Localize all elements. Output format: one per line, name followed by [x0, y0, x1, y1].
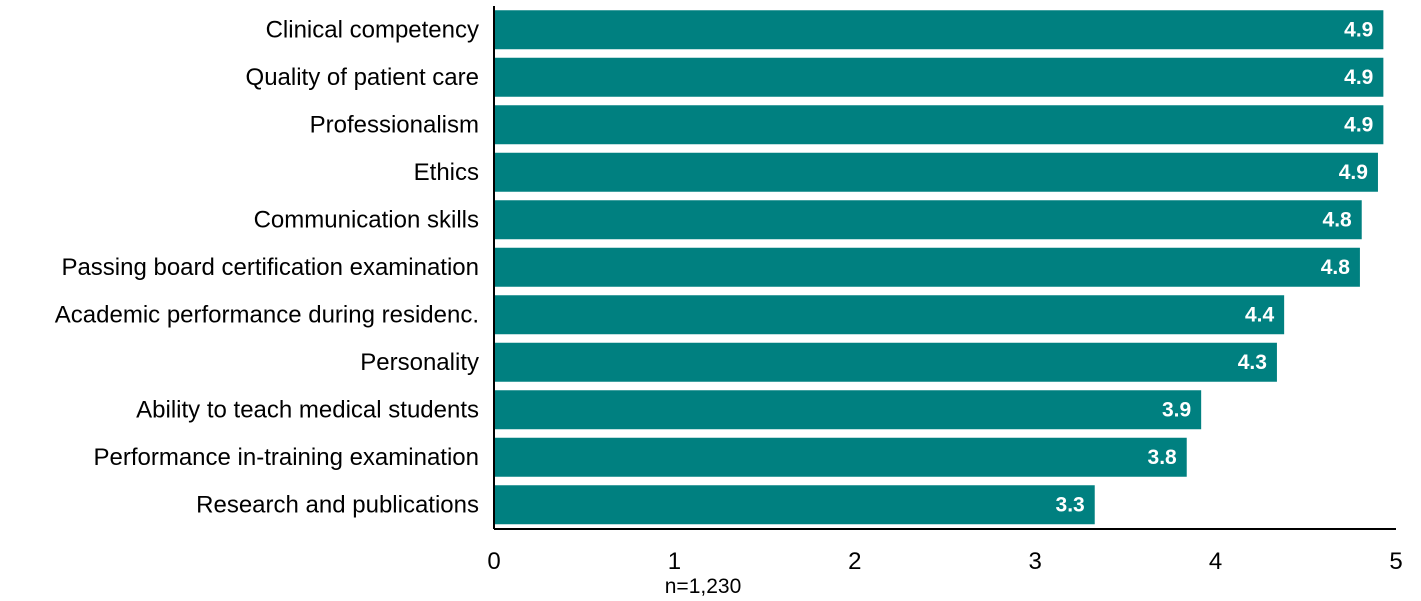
bar [495, 342, 1277, 382]
bar [495, 437, 1187, 477]
category-label: Personality [360, 349, 479, 376]
bar [495, 390, 1202, 430]
bar [495, 200, 1362, 240]
data-label: 3.3 [1056, 493, 1085, 516]
category-label: Passing board certification examination [61, 254, 479, 281]
category-label: Research and publications [196, 491, 479, 518]
data-label: 4.9 [1339, 161, 1368, 184]
bar [495, 10, 1384, 50]
value-labels: 4.9 4.9 4.9 4.9 4.8 4.8 4.4 4.3 3.9 3.8 3.3 [1056, 18, 1374, 516]
bar [495, 57, 1384, 97]
data-label: 4.8 [1321, 256, 1351, 279]
category-label: Quality of patient care [246, 64, 479, 91]
x-tick-label: 3 [1029, 548, 1042, 575]
bar [495, 105, 1384, 145]
category-label: Clinical competency [266, 16, 479, 43]
x-axis-ticks: 0 1 2 3 4 5 [487, 548, 1402, 575]
category-label: Ethics [414, 159, 479, 186]
bars-layer [495, 10, 1384, 525]
data-label: 4.9 [1344, 113, 1373, 136]
bar [495, 247, 1360, 287]
data-label: 3.8 [1148, 446, 1178, 469]
data-label: 4.8 [1323, 208, 1353, 231]
bar [495, 152, 1378, 192]
data-label: 4.3 [1238, 351, 1267, 374]
sample-size-note: n=1,230 [665, 575, 742, 598]
x-tick-label: 5 [1389, 548, 1402, 575]
data-label: 4.9 [1344, 18, 1373, 41]
bar [495, 295, 1285, 335]
category-label: Performance in-training examination [93, 444, 479, 471]
bar [495, 485, 1095, 525]
category-labels: Clinical competency Quality of patient ca… [55, 16, 479, 518]
category-label: Communication skills [254, 206, 479, 233]
data-label: 3.9 [1162, 398, 1191, 421]
data-label: 4.9 [1344, 66, 1373, 89]
x-tick-label: 1 [668, 548, 681, 575]
category-label: Ability to teach medical students [136, 396, 479, 423]
x-tick-label: 4 [1209, 548, 1222, 575]
data-label: 4.4 [1245, 303, 1275, 326]
category-label: Academic performance during residenc. [55, 301, 479, 328]
axes [493, 6, 1396, 530]
category-label: Professionalism [310, 111, 479, 138]
x-tick-label: 2 [848, 548, 861, 575]
x-tick-label: 0 [487, 548, 500, 575]
